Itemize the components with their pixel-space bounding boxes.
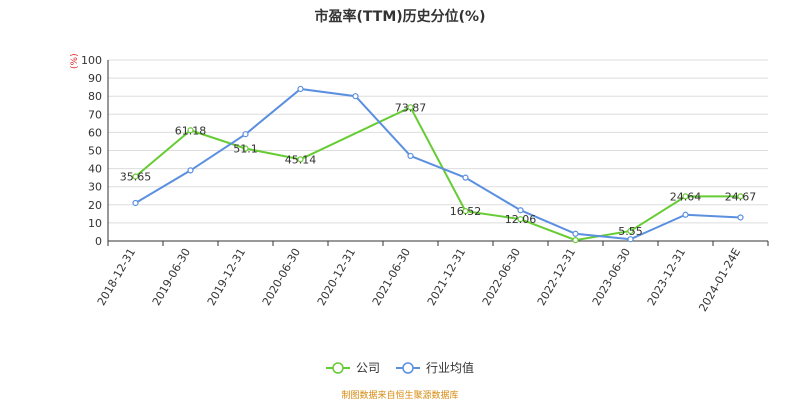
- series-line-1: [134, 87, 741, 241]
- x-tick-label: 2023-06-30: [590, 246, 633, 308]
- data-point: [627, 227, 634, 235]
- data-point: [462, 207, 469, 215]
- y-tick-label: 40: [88, 163, 102, 176]
- data-point: [297, 156, 304, 163]
- legend-swatch-marker: [332, 361, 344, 374]
- data-point: [187, 127, 194, 134]
- data-label: 12.06: [505, 213, 537, 226]
- legend-label: 行业均值: [426, 361, 475, 375]
- x-tick-label: 2018-12-31: [95, 246, 138, 308]
- data-label: 35.65: [120, 170, 152, 183]
- data-point: [572, 236, 579, 244]
- y-tick-label: 100: [81, 54, 102, 67]
- data-point: [682, 193, 689, 200]
- x-tick-label: 2020-12-31: [315, 246, 358, 308]
- data-label: 73.87: [395, 101, 427, 114]
- x-tick-label: 2020-06-30: [260, 246, 303, 308]
- data-point: [517, 216, 524, 223]
- legend-swatch-marker: [402, 361, 414, 374]
- y-tick-label: 10: [88, 217, 102, 230]
- data-label: 16.52: [450, 205, 482, 218]
- data-point: [627, 236, 634, 243]
- data-point: [407, 152, 414, 160]
- data-point: [132, 199, 139, 207]
- source-note: 制图数据来自恒生聚源数据库: [341, 391, 459, 401]
- y-tick-label: 20: [88, 199, 102, 212]
- legend-label: 公司: [355, 361, 380, 375]
- y-tick-label: 70: [88, 108, 102, 121]
- grid-lines: [107, 59, 768, 242]
- y-tick-label: 60: [88, 126, 102, 139]
- x-tick-label: 2024-01-24E: [696, 246, 743, 314]
- y-tick-label: 30: [88, 181, 102, 194]
- x-tick-label: 2022-12-31: [535, 246, 578, 308]
- data-label: 61.18: [175, 124, 207, 137]
- chart-title: 市盈率(TTM)历史分位(%): [314, 9, 486, 25]
- x-tick-label: 2019-12-31: [205, 246, 248, 308]
- x-axis-ticks: 2018-12-31 2019-06-30 2019-12-31 2020-06-30…: [95, 241, 769, 314]
- data-point: [132, 173, 139, 180]
- y-axis-ticks: 0 10 20 30 40 50 60 70 80 90 100: [81, 54, 102, 248]
- series-points: [132, 85, 744, 244]
- x-tick-label: 2022-06-30: [480, 246, 523, 308]
- data-label: 45.14: [285, 153, 317, 166]
- data-point: [352, 93, 359, 100]
- data-label: 24.64: [670, 190, 702, 203]
- data-point: [737, 193, 744, 200]
- x-tick-label: 2021-12-31: [425, 246, 468, 308]
- series-line-0: [134, 105, 741, 242]
- legend-swatch: [325, 361, 350, 374]
- y-tick-label: 90: [88, 72, 102, 85]
- data-label: 24.67: [725, 190, 757, 203]
- data-point: [737, 214, 744, 221]
- x-tick-label: 2019-06-30: [150, 246, 193, 308]
- data-point: [572, 230, 579, 237]
- legend-item[interactable]: 公司: [325, 359, 380, 376]
- data-point: [682, 211, 689, 218]
- data-point: [242, 145, 249, 152]
- data-point: [407, 104, 414, 111]
- legend: 公司 行业均值: [0, 359, 800, 378]
- data-label: 5.55: [618, 225, 643, 238]
- data-labels: 35.65 61.18 51.1 45.14 73.87 16.52 12.06 5.55 24…: [120, 101, 757, 238]
- data-point: [462, 174, 469, 181]
- data-label: 51.1: [233, 143, 258, 156]
- data-point: [242, 131, 249, 138]
- data-point: [187, 167, 194, 174]
- series-lines: [134, 87, 741, 242]
- y-tick-label: 50: [88, 145, 102, 158]
- x-tick-label: 2021-06-30: [370, 246, 413, 308]
- data-point: [297, 85, 304, 93]
- data-point: [517, 207, 524, 214]
- y-tick-label: 80: [88, 90, 102, 103]
- legend-item[interactable]: 行业均值: [396, 359, 474, 376]
- y-tick-label: 0: [95, 235, 102, 248]
- legend-swatch: [396, 361, 420, 374]
- x-tick-label: 2023-12-31: [645, 246, 688, 308]
